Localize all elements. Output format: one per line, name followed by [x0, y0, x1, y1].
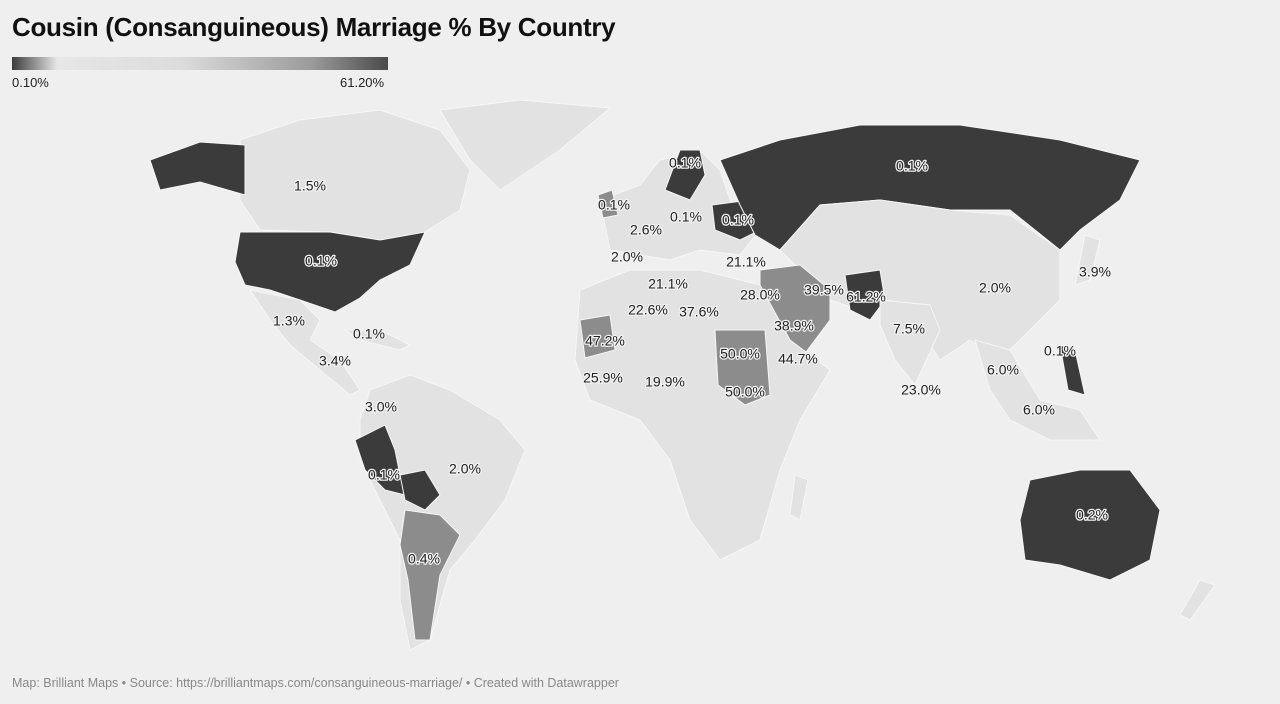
map-label: 37.6% [679, 304, 719, 320]
map-label: 2.0% [979, 280, 1011, 296]
map-label: 38.9% [774, 318, 814, 334]
map-label: 0.1% [670, 209, 702, 225]
mexico-central [248, 289, 361, 396]
map-label: 21.1% [648, 276, 688, 292]
australia [1019, 469, 1161, 581]
map-label: 7.5% [893, 321, 925, 337]
map-label: 2.0% [449, 461, 481, 477]
map-label: 28.0% [740, 287, 780, 303]
map-label: 2.6% [630, 222, 662, 238]
canada [239, 109, 471, 241]
greenland [439, 99, 612, 191]
legend-min: 0.10% [12, 75, 49, 90]
map-label: 23.0% [901, 382, 941, 398]
map-label: 22.6% [628, 302, 668, 318]
map-label: 25.9% [583, 370, 623, 386]
map-label: 50.0% [725, 384, 765, 400]
map-label: 2.0% [611, 249, 643, 265]
mauritania [579, 314, 616, 359]
usa [234, 231, 426, 313]
title: Cousin (Consanguineous) Marriage % By Co… [12, 12, 616, 42]
map-label: 0.1% [669, 155, 701, 171]
alaska [149, 141, 246, 196]
map-label: 3.4% [319, 353, 351, 369]
map-label: 0.1% [1044, 343, 1076, 359]
argentina [399, 509, 461, 641]
map-label: 3.0% [365, 399, 397, 415]
map-label: 1.3% [273, 313, 305, 329]
land [149, 99, 1216, 651]
map-label: 61.2% [846, 289, 886, 305]
se-asia [974, 339, 1101, 441]
south-america [359, 374, 526, 651]
map-label: 0.4% [408, 551, 440, 567]
map-label: 47.2% [585, 333, 625, 349]
scandinavia [664, 149, 706, 201]
map-label: 6.0% [987, 362, 1019, 378]
sudan [714, 329, 771, 406]
philippines [1059, 344, 1086, 396]
map-label: 0.1% [896, 158, 928, 174]
map-label: 19.9% [645, 374, 685, 390]
india [879, 299, 941, 386]
map-label: 0.1% [305, 253, 337, 269]
caribbean [343, 329, 412, 351]
map-label: 3.9% [1079, 264, 1111, 280]
new-zealand [1179, 579, 1216, 621]
map-label: 21.1% [726, 254, 766, 270]
pakistan [844, 269, 886, 321]
map-label: 1.5% [294, 178, 326, 194]
bolivia [399, 469, 441, 511]
map-label: 0.1% [598, 197, 630, 213]
legend-max: 61.20% [340, 75, 385, 90]
map-label: 0.1% [353, 326, 385, 342]
madagascar [789, 474, 809, 521]
japan [1074, 234, 1101, 286]
footer: Map: Brilliant Maps • Source: https://br… [12, 676, 619, 690]
map-label: 0.1% [722, 212, 754, 228]
map-label: 39.5% [804, 282, 844, 298]
map-label: 6.0% [1023, 402, 1055, 418]
legend-gradient [12, 57, 388, 70]
map-labels: 1.5%0.1%0.1%0.1%0.1% 0.1%2.6%2.0% 21.1%0.1… [272, 153, 1112, 568]
map-label: 0.1% [368, 467, 400, 483]
map-label: 50.0% [720, 346, 760, 362]
map-label: 0.2% [1076, 507, 1108, 523]
map-label: 44.7% [778, 351, 818, 367]
uk [597, 189, 619, 219]
